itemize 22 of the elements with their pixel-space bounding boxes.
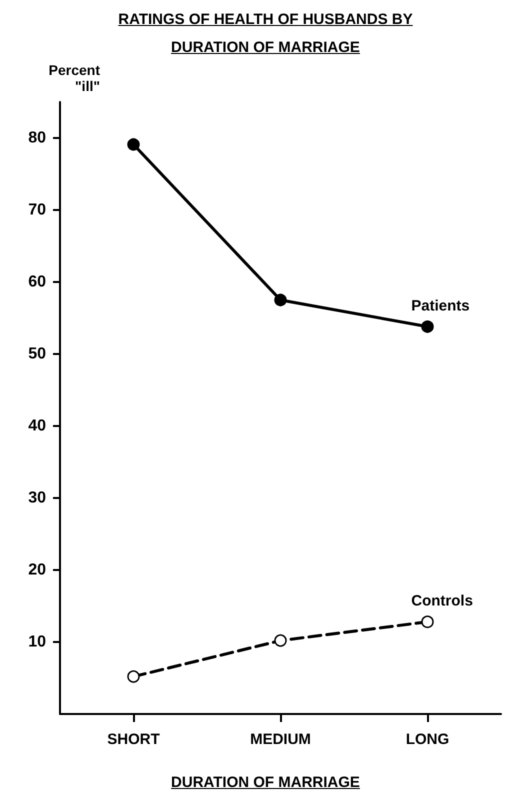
y-axis-title: Percent "ill" (48, 62, 100, 94)
point (421, 616, 434, 628)
series-label: Controls (411, 592, 473, 610)
y-tick-label: 30 (28, 490, 46, 506)
x-tick-label: LONG (406, 731, 450, 748)
y-tick-label: 50 (28, 346, 46, 362)
y-tick-label: 10 (28, 634, 46, 650)
chart-title: RATINGS OF HEALTH OF HUSBANDS BY DURATION OF MARRIAGE (118, 11, 413, 56)
point (127, 670, 140, 683)
series-label: Patients (411, 297, 470, 314)
y-tick-label: 40 (28, 418, 46, 434)
point (127, 138, 140, 151)
x-tick-label: SHORT (107, 731, 160, 748)
point (421, 320, 434, 333)
y-tick-label: 80 (28, 130, 46, 146)
y-tick-label: 70 (28, 202, 46, 218)
x-axis-title: DURATION OF MARRIAGE (170, 774, 361, 791)
point (274, 634, 287, 647)
point (274, 294, 287, 306)
y-tick-label: 60 (28, 274, 46, 290)
y-tick-label: 20 (28, 562, 46, 578)
x-tick-label: MEDIUM (250, 731, 311, 748)
